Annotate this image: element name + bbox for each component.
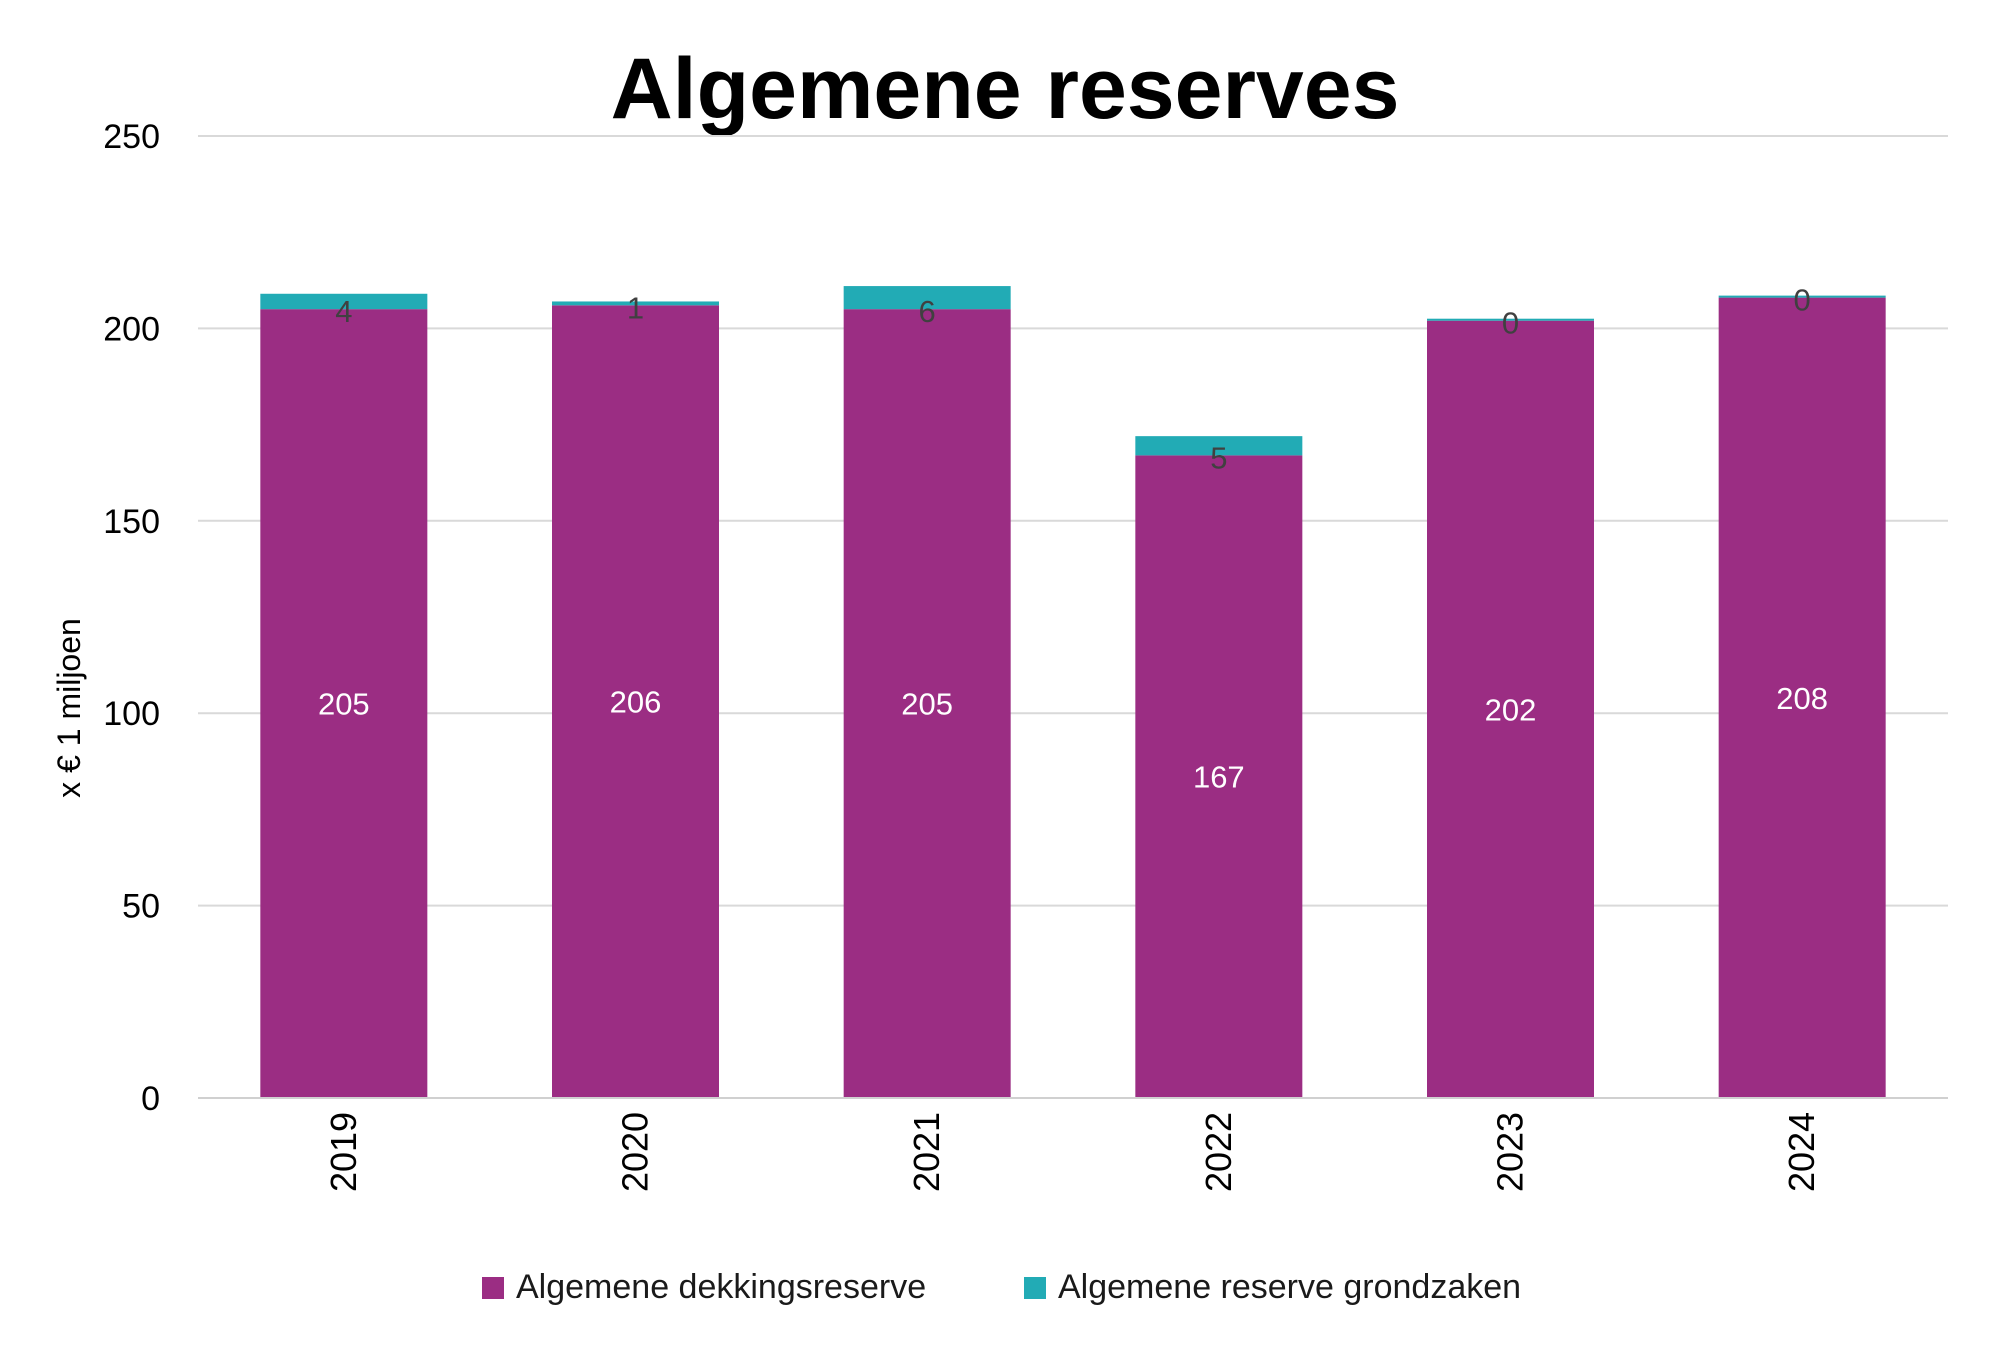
data-label: 202 bbox=[1485, 692, 1537, 727]
x-tick-label: 2021 bbox=[906, 1112, 947, 1192]
x-tick-label: 2019 bbox=[323, 1112, 364, 1192]
gridlines bbox=[198, 135, 1948, 907]
bar-segment-grondzaken bbox=[1427, 318, 1594, 321]
y-tick-label: 250 bbox=[103, 118, 160, 156]
y-tick-label: 0 bbox=[141, 1080, 160, 1118]
bar-segment-grondzaken bbox=[1135, 436, 1303, 456]
y-tick-label: 200 bbox=[103, 310, 160, 348]
data-label: 4 bbox=[335, 294, 352, 329]
bar-segment-grondzaken bbox=[552, 301, 719, 306]
legend-swatch-dekkingsreserve bbox=[482, 1277, 504, 1299]
y-axis-ticks: 0 50 100 150 200 250 bbox=[103, 118, 160, 1118]
legend-label: Algemene reserve grondzaken bbox=[1058, 1268, 1521, 1306]
bars bbox=[260, 286, 1886, 1099]
data-label: 205 bbox=[318, 687, 370, 722]
legend-label: Algemene dekkingsreserve bbox=[516, 1268, 926, 1306]
y-tick-label: 50 bbox=[122, 888, 160, 926]
bar-segment-dekkingsreserve bbox=[552, 305, 719, 1098]
bar-segment-dekkingsreserve bbox=[1427, 320, 1594, 1099]
bar-segment-dekkingsreserve bbox=[260, 309, 428, 1098]
bar-segment-grondzaken bbox=[1718, 295, 1886, 298]
data-labels: 205 4 206 1 205 6 167 5 202 0 208 0 bbox=[318, 283, 1828, 795]
legend: Algemene dekkingsreserve Algemene reserve… bbox=[482, 1268, 1521, 1306]
data-label: 206 bbox=[610, 685, 662, 720]
data-label: 6 bbox=[919, 294, 936, 329]
x-tick-label: 2023 bbox=[1490, 1112, 1531, 1192]
chart-title: Algemene reserves bbox=[611, 41, 1400, 137]
legend-swatch-grondzaken bbox=[1024, 1277, 1046, 1299]
y-axis-label: x € 1 miljoen bbox=[51, 618, 87, 798]
bar-segment-dekkingsreserve bbox=[1135, 455, 1303, 1098]
data-label: 205 bbox=[901, 687, 953, 722]
bar-segment-grondzaken bbox=[260, 293, 428, 310]
x-tick-label: 2020 bbox=[615, 1112, 656, 1192]
x-tick-label: 2024 bbox=[1781, 1112, 1822, 1192]
y-tick-label: 150 bbox=[103, 503, 160, 541]
bar-segment-dekkingsreserve bbox=[1718, 297, 1886, 1099]
data-label: 1 bbox=[627, 290, 644, 325]
data-label: 208 bbox=[1776, 681, 1828, 716]
bar-segment-grondzaken bbox=[843, 286, 1011, 310]
bar-segment-dekkingsreserve bbox=[843, 309, 1011, 1098]
data-label: 0 bbox=[1794, 283, 1811, 318]
data-label: 0 bbox=[1502, 306, 1519, 341]
y-tick-label: 100 bbox=[103, 695, 160, 733]
data-label: 5 bbox=[1210, 440, 1227, 475]
x-tick-label: 2022 bbox=[1198, 1112, 1239, 1192]
x-axis-ticks: 2019 2020 2021 2022 2023 2024 bbox=[323, 1112, 1822, 1192]
data-label: 167 bbox=[1193, 760, 1245, 795]
